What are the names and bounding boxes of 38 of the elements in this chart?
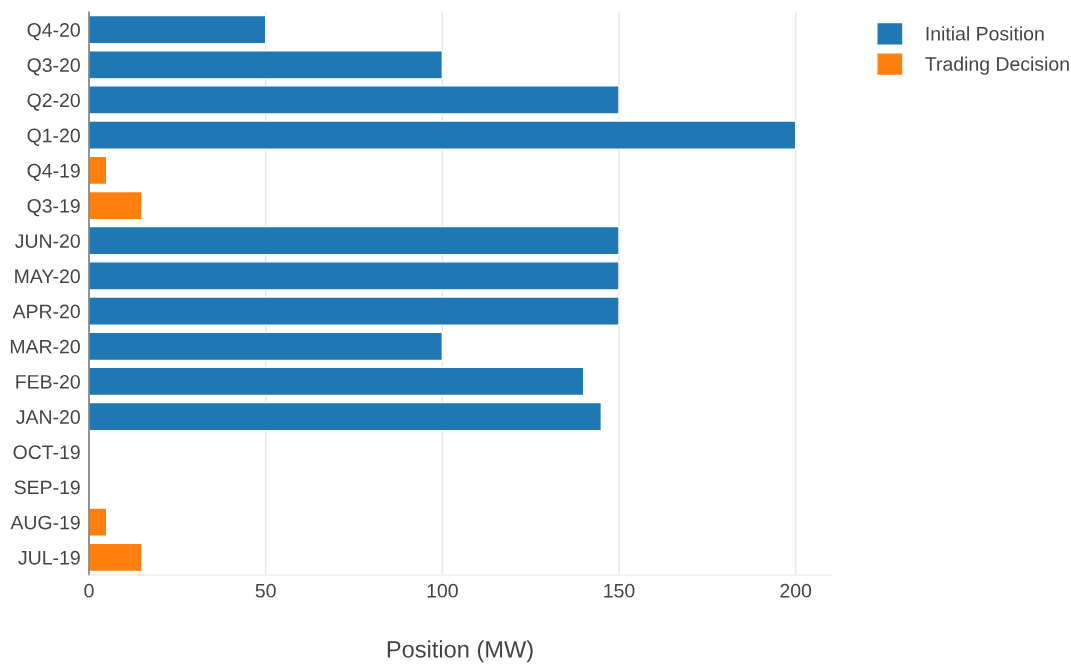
y-tick-label: Q3-20 — [27, 58, 80, 76]
y-tick-label: JAN-20 — [16, 410, 80, 424]
bar — [89, 366, 585, 397]
bar — [89, 155, 108, 186]
bar — [89, 296, 620, 326]
bar — [89, 261, 620, 291]
y-tick-label: Q4-20 — [27, 23, 80, 41]
bar — [89, 331, 444, 362]
y-tick-label: APR-20 — [12, 304, 80, 319]
bar — [89, 120, 797, 150]
x-tick-label: 50 — [255, 583, 276, 598]
bar — [89, 542, 143, 573]
x-tick-label: 0 — [84, 583, 94, 598]
y-tick-label: Q1-20 — [27, 128, 80, 146]
y-tick-label: FEB-20 — [16, 374, 80, 389]
y-tick-label: MAY-20 — [15, 269, 80, 284]
x-tick-label: 200 — [780, 583, 812, 598]
legend-label: Initial Position — [926, 26, 1044, 41]
y-tick-label: MAR-20 — [10, 339, 80, 354]
y-tick-label: Q3-19 — [27, 199, 80, 217]
y-tick-label: AUG-19 — [10, 515, 80, 530]
bar — [89, 50, 444, 80]
y-tick-label: SEP-19 — [14, 480, 80, 495]
bar — [89, 85, 620, 115]
x-tick-label: 150 — [604, 583, 635, 598]
x-axis-title: Position (MW) — [387, 640, 533, 663]
y-tick-label: Q2-20 — [27, 93, 80, 111]
y-tick-label: JUN-20 — [15, 234, 80, 248]
y-tick-label: OCT-19 — [13, 445, 80, 460]
bar — [89, 225, 620, 256]
legend-label: Trading Decision — [925, 56, 1069, 75]
y-tick-label: Q4-19 — [27, 163, 80, 182]
bar — [89, 190, 143, 221]
y-tick-label: JUL-19 — [18, 550, 80, 565]
bar — [89, 401, 603, 432]
x-tick-label: 100 — [427, 583, 458, 598]
bar — [89, 14, 267, 45]
bar — [89, 507, 108, 537]
